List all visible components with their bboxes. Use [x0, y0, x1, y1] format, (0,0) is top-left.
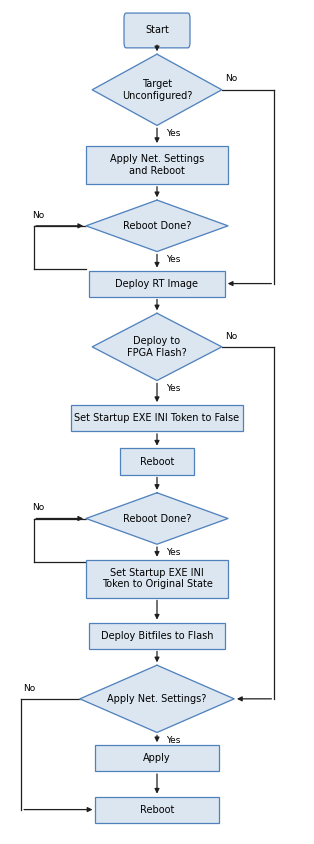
Text: Target
Unconfigured?: Target Unconfigured?: [122, 79, 192, 100]
Polygon shape: [80, 665, 234, 733]
Text: Set Startup EXE INI Token to False: Set Startup EXE INI Token to False: [74, 413, 240, 423]
Text: Set Startup EXE INI
Token to Original State: Set Startup EXE INI Token to Original St…: [101, 568, 213, 589]
Polygon shape: [86, 493, 228, 544]
Text: Yes: Yes: [166, 129, 181, 138]
Text: No: No: [32, 210, 44, 219]
FancyBboxPatch shape: [95, 745, 219, 771]
FancyBboxPatch shape: [86, 146, 228, 184]
Polygon shape: [92, 54, 222, 126]
Text: Apply Net. Settings
and Reboot: Apply Net. Settings and Reboot: [110, 154, 204, 176]
Text: Yes: Yes: [166, 384, 181, 393]
FancyBboxPatch shape: [86, 560, 228, 598]
Text: No: No: [225, 332, 237, 340]
Text: Deploy RT Image: Deploy RT Image: [116, 279, 198, 289]
Text: Start: Start: [145, 25, 169, 35]
Text: Yes: Yes: [166, 548, 181, 557]
Text: No: No: [225, 74, 237, 84]
Text: No: No: [32, 503, 44, 512]
Polygon shape: [92, 313, 222, 381]
Text: Reboot Done?: Reboot Done?: [123, 221, 191, 231]
FancyBboxPatch shape: [71, 405, 243, 431]
Text: Reboot: Reboot: [140, 457, 174, 467]
Text: Yes: Yes: [166, 256, 181, 264]
FancyBboxPatch shape: [120, 448, 194, 474]
Text: Reboot Done?: Reboot Done?: [123, 513, 191, 523]
Polygon shape: [86, 200, 228, 252]
FancyBboxPatch shape: [89, 271, 225, 296]
Text: Reboot: Reboot: [140, 804, 174, 814]
Text: Apply Net. Settings?: Apply Net. Settings?: [107, 694, 207, 704]
FancyBboxPatch shape: [124, 13, 190, 48]
Text: Deploy Bitfiles to Flash: Deploy Bitfiles to Flash: [101, 630, 213, 641]
Text: Yes: Yes: [166, 737, 181, 745]
FancyBboxPatch shape: [89, 623, 225, 649]
FancyBboxPatch shape: [95, 797, 219, 823]
Text: Deploy to
FPGA Flash?: Deploy to FPGA Flash?: [127, 336, 187, 358]
Text: Apply: Apply: [143, 753, 171, 763]
Text: No: No: [23, 684, 35, 693]
